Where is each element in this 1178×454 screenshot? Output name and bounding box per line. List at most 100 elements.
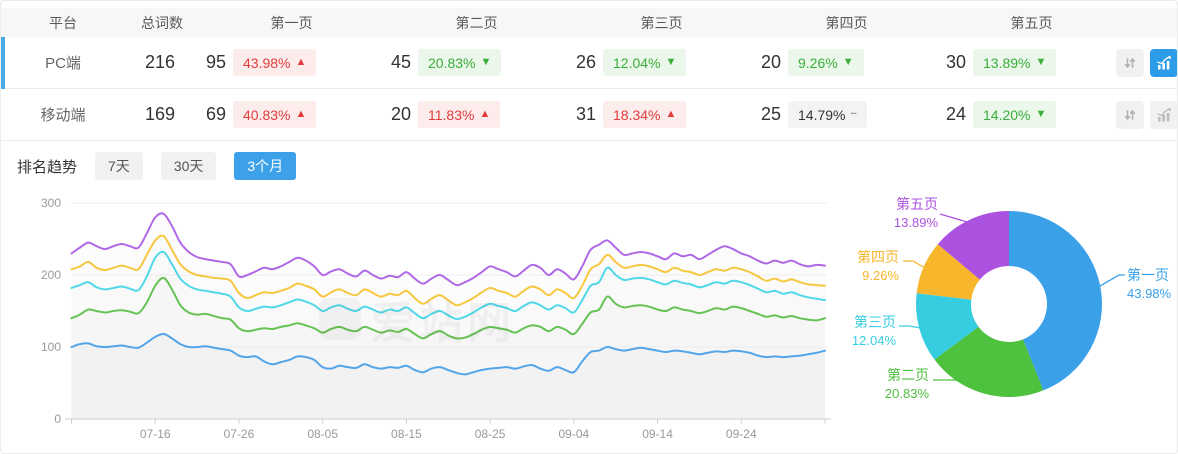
sort-button[interactable] <box>1116 100 1144 129</box>
table-row-mobile[interactable]: 移动端 169 69 40.83% ▲ 20 11.83% ▲ 31 18.34% ▲… <box>1 89 1177 141</box>
page4-cell: 20 9.26% ▼ <box>746 49 931 76</box>
show-trend-chart-button[interactable] <box>1150 100 1177 129</box>
trend-arrow-icon: ▼ <box>480 56 492 68</box>
table-header-row: 平台 总词数 第一页 第二页 第三页 第四页 第五页 <box>1 8 1177 37</box>
page-count: 25 <box>760 104 781 124</box>
show-trend-chart-button[interactable] <box>1150 48 1177 77</box>
page2-cell: 45 20.83% ▼ <box>376 49 561 76</box>
x-axis-label: 09-24 <box>726 427 757 441</box>
donut-leader-line <box>933 379 982 393</box>
trend-arrow-icon: − <box>850 108 857 120</box>
platform-label: PC端 <box>45 55 81 72</box>
col-page-5: 第五页 <box>1010 14 1053 31</box>
donut-slice-page-4 <box>916 244 980 300</box>
pct-badge: 43.98% ▲ <box>233 49 317 76</box>
range-tab-7d[interactable]: 7天 <box>95 152 143 180</box>
page-count: 20 <box>390 104 411 124</box>
series-line-page-3 <box>70 250 826 320</box>
donut-slice-page-5 <box>937 211 1009 280</box>
col-platform: 平台 <box>49 14 77 31</box>
table-row-pc[interactable]: PC端 216 95 43.98% ▲ 45 20.83% ▼ 26 12.04% ▼… <box>1 37 1177 89</box>
x-axis-label: 09-04 <box>558 427 589 441</box>
page-count: 69 <box>205 104 226 124</box>
y-axis-label: 200 <box>41 268 61 282</box>
col-page-1: 第一页 <box>270 14 313 31</box>
rank-table: 平台 总词数 第一页 第二页 第三页 第四页 第五页 PC端 216 95 43… <box>1 1 1177 141</box>
y-axis-label: 300 <box>41 196 61 210</box>
page-distribution-donut-chart: 第五页 13.89% 第四页 9.26% 第三页 12.04% 第二页 20.83% 第… <box>841 189 1177 453</box>
page1-cell: 69 40.83% ▲ <box>191 101 376 128</box>
trend-chart-icon <box>1157 107 1171 121</box>
trend-arrow-icon: ▼ <box>842 56 854 68</box>
sort-arrows-icon <box>1124 109 1136 120</box>
col-page-2: 第二页 <box>455 14 498 31</box>
donut-label-page-1: 第一页 43.98% <box>1127 267 1172 301</box>
y-axis-label: 0 <box>54 412 61 426</box>
page-count: 24 <box>945 104 966 124</box>
trend-title: 排名趋势 <box>17 158 78 176</box>
sort-button[interactable] <box>1116 48 1144 77</box>
trend-arrow-icon: ▼ <box>1035 56 1047 68</box>
col-page-4: 第四页 <box>825 14 868 31</box>
donut-slice-page-1 <box>1009 211 1102 391</box>
page5-cell: 30 13.89% ▼ <box>931 49 1116 76</box>
total-words-value: 169 <box>144 104 176 124</box>
pct-badge: 13.89% ▼ <box>973 49 1057 76</box>
area-band-1 <box>71 334 825 419</box>
trend-arrow-icon: ▼ <box>665 56 677 68</box>
area-band-4 <box>71 236 825 319</box>
charts-area: 0 100 200 300 07-16 07-26 08-05 08-15 08-25 09-04… <box>1 189 1177 453</box>
donut-slice-page-3 <box>916 293 979 360</box>
pct-badge: 14.20% ▼ <box>973 101 1057 128</box>
trend-range-bar: 排名趋势 7天 30天 3个月 <box>1 141 1177 189</box>
range-tab-3m[interactable]: 3个月 <box>234 152 297 180</box>
pct-badge: 18.34% ▲ <box>603 101 687 128</box>
area-band-3 <box>71 251 825 339</box>
series-line-page-1 <box>70 333 826 376</box>
col-total-words: 总词数 <box>141 14 183 31</box>
x-axis-label: 07-26 <box>224 427 255 441</box>
page-count: 31 <box>575 104 596 124</box>
donut-label-page-5: 第五页 13.89% <box>893 196 938 230</box>
pct-badge: 12.04% ▼ <box>603 49 687 76</box>
page-count: 30 <box>945 52 966 72</box>
y-axis-label: 100 <box>41 340 61 354</box>
area-band-5 <box>71 213 825 306</box>
x-axis-label: 09-14 <box>642 427 673 441</box>
page3-cell: 26 12.04% ▼ <box>561 49 746 76</box>
page-count: 45 <box>390 52 411 72</box>
page-count: 26 <box>575 52 596 72</box>
page5-cell: 24 14.20% ▼ <box>931 101 1116 128</box>
page3-cell: 31 18.34% ▲ <box>561 101 746 128</box>
trend-arrow-icon: ▲ <box>295 108 307 120</box>
page1-cell: 95 43.98% ▲ <box>191 49 376 76</box>
pct-badge: 9.26% ▼ <box>788 49 864 76</box>
x-axis-label: 08-15 <box>391 427 422 441</box>
pct-badge: 20.83% ▼ <box>418 49 502 76</box>
page2-cell: 20 11.83% ▲ <box>376 101 561 128</box>
page4-cell: 25 14.79% − <box>746 101 931 128</box>
trend-arrow-icon: ▲ <box>479 108 491 120</box>
pct-badge: 40.83% ▲ <box>233 101 317 128</box>
donut-leader-line <box>899 325 922 329</box>
pct-badge: 11.83% ▲ <box>418 101 501 128</box>
sort-arrows-icon <box>1124 57 1136 68</box>
donut-leader-line <box>1099 274 1125 287</box>
total-words-value: 216 <box>144 52 176 72</box>
donut-leader-line <box>903 260 926 269</box>
x-axis-label: 08-05 <box>307 427 338 441</box>
trend-line-chart-svg: 0 100 200 300 07-16 07-26 08-05 08-15 08-25 09-04… <box>41 196 831 441</box>
range-tab-30d[interactable]: 30天 <box>160 152 217 180</box>
page-count: 95 <box>205 52 226 72</box>
x-axis-label: 08-25 <box>475 427 506 441</box>
row-actions <box>1116 48 1177 77</box>
donut-leader-line <box>939 213 975 225</box>
area-band-2 <box>71 277 825 375</box>
x-axis-label: 07-16 <box>140 427 171 441</box>
platform-label: 移动端 <box>40 107 86 124</box>
series-line-page-2 <box>70 276 826 340</box>
trend-arrow-icon: ▲ <box>295 56 307 68</box>
row-actions <box>1116 100 1177 129</box>
donut-label-page-4: 第四页 9.26% <box>857 249 899 283</box>
